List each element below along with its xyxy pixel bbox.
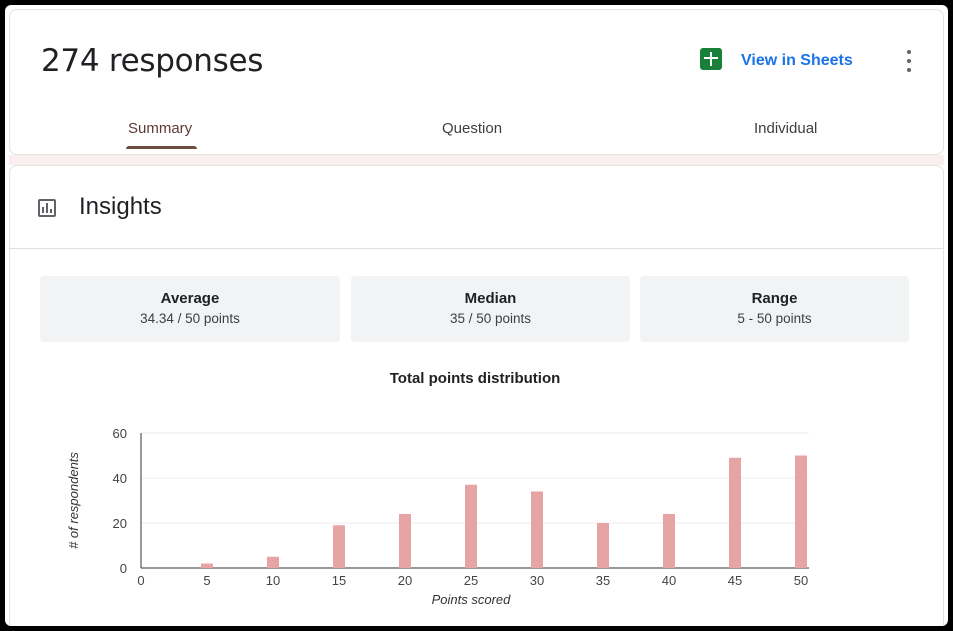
bar <box>729 457 741 568</box>
x-axis-title: Points scored <box>432 592 512 607</box>
more-options-icon[interactable] <box>902 50 916 72</box>
chart-title: Total points distribution <box>389 370 561 387</box>
y-tick-label: 0 <box>120 561 127 576</box>
view-in-sheets-link[interactable]: View in Sheets <box>741 52 853 69</box>
insights-heading: Insights <box>79 193 162 220</box>
bar <box>267 556 279 568</box>
responses-header-card: 274 responses View in Sheets Summary Que… <box>9 9 944 155</box>
x-tick-label: 0 <box>137 573 144 588</box>
x-tick-label: 20 <box>398 573 412 588</box>
y-tick-label: 60 <box>113 426 127 441</box>
x-tick-label: 5 <box>203 573 210 588</box>
bar <box>201 563 213 568</box>
stat-value: 34.34 / 50 points <box>140 311 240 326</box>
bar <box>597 523 609 568</box>
y-tick-label: 40 <box>113 471 127 486</box>
page-title: 274 responses <box>41 43 264 79</box>
x-tick-label: 40 <box>662 573 676 588</box>
bar <box>399 514 411 568</box>
x-tick-label: 10 <box>266 573 280 588</box>
section-separator <box>9 155 944 165</box>
points-distribution-chart: 0 20 40 60 0 5 10 15 20 25 30 35 40 45 50 Points scored… <box>66 426 809 607</box>
tab-question[interactable]: Question <box>442 120 503 137</box>
stat-median: Median 35 / 50 points <box>351 276 630 342</box>
bar <box>333 525 345 568</box>
stat-value: 35 / 50 points <box>449 311 532 326</box>
x-tick-label: 45 <box>728 573 742 588</box>
divider <box>9 248 944 249</box>
stat-range: Range 5 - 50 points <box>640 276 909 342</box>
bar-chart-icon <box>38 199 56 217</box>
stat-label: Median <box>464 290 517 307</box>
bar <box>465 484 477 568</box>
x-tick-label: 25 <box>464 573 478 588</box>
app-frame: 274 responses View in Sheets Summary Que… <box>5 5 948 626</box>
stat-label: Range <box>751 290 798 307</box>
active-tab-indicator <box>126 146 197 149</box>
tab-individual[interactable]: Individual <box>754 120 818 137</box>
x-tick-label: 15 <box>332 573 346 588</box>
sheets-icon[interactable] <box>700 48 722 70</box>
y-axis-title: # of respondents <box>66 452 81 549</box>
x-tick-label: 50 <box>794 573 808 588</box>
stat-average: Average 34.34 / 50 points <box>40 276 340 342</box>
stat-label: Average <box>160 290 220 307</box>
x-tick-label: 30 <box>530 573 544 588</box>
stat-value: 5 - 50 points <box>737 311 812 326</box>
bar <box>795 455 807 568</box>
y-tick-label: 20 <box>113 516 127 531</box>
tab-summary[interactable]: Summary <box>128 120 193 137</box>
bar <box>663 514 675 568</box>
x-tick-label: 35 <box>596 573 610 588</box>
bar <box>531 491 543 568</box>
